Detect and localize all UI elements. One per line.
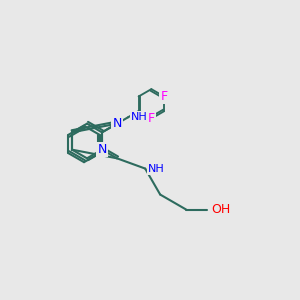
Text: N: N: [97, 143, 107, 156]
Text: OH: OH: [212, 203, 231, 216]
Text: F: F: [160, 90, 168, 103]
Text: NH: NH: [131, 112, 148, 122]
Text: F: F: [148, 112, 155, 125]
Text: NH: NH: [148, 164, 165, 174]
Text: N: N: [112, 117, 122, 130]
